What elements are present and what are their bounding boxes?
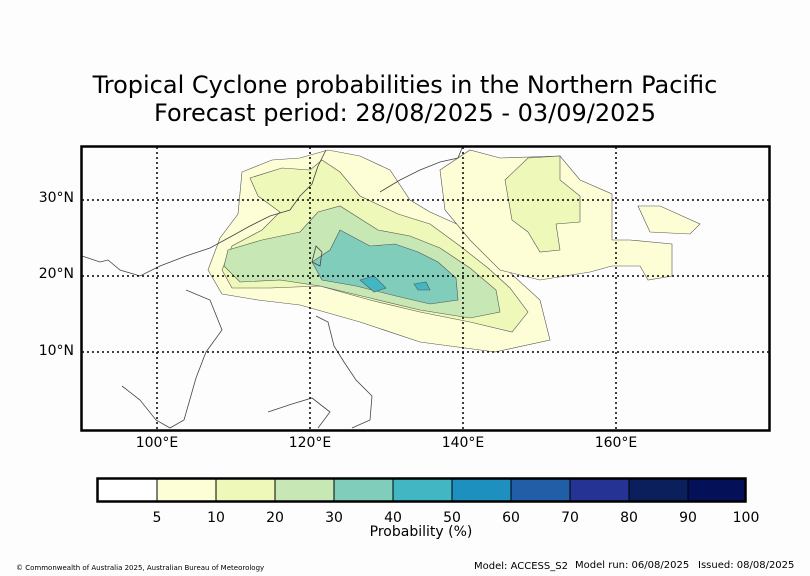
coastline-taiwan <box>311 245 323 267</box>
coastline-indochina <box>169 289 223 429</box>
colorbar-bin <box>97 478 158 502</box>
map-title-line2: Forecast period: 28/08/2025 - 03/09/2025 <box>154 99 656 127</box>
colorbar-frame <box>96 477 747 503</box>
coastlines <box>81 147 463 429</box>
colorbar-tick: 50 <box>443 510 461 526</box>
colorbar-label: Probability (%) <box>369 524 473 540</box>
lat-label-20: 20°N <box>38 266 74 282</box>
contour-5pct-far-east <box>637 205 701 235</box>
colorbar-bin <box>274 478 335 502</box>
issued-date: Issued: 08/08/2025 <box>698 560 795 571</box>
model-run-date: Model run: 06/08/2025 <box>575 560 690 571</box>
colorbar-bin <box>156 478 217 502</box>
colorbar-bin <box>333 478 394 502</box>
coastline-philippines <box>315 315 373 429</box>
model-name: Model: ACCESS_S2 <box>474 561 568 572</box>
colorbar-tick: 30 <box>325 510 343 526</box>
lon-label-100: 100°E <box>135 435 179 451</box>
colorbar-tick: 10 <box>207 510 225 526</box>
copyright-notice: © Commonwealth of Australia 2025, Austra… <box>16 564 265 572</box>
colorbar-bin <box>628 478 689 502</box>
lat-label-10: 10°N <box>38 343 74 359</box>
colorbar <box>96 477 747 503</box>
colorbar-bin <box>215 478 276 502</box>
lat-label-30: 30°N <box>38 190 74 206</box>
colorbar-bin <box>569 478 630 502</box>
probability-contours <box>207 149 701 353</box>
contour-40pct-a <box>359 275 387 293</box>
colorbar-tick: 5 <box>152 510 162 526</box>
contour-40pct-b <box>413 281 431 291</box>
lon-label-160: 160°E <box>594 435 638 451</box>
colorbar-tick: 80 <box>620 510 638 526</box>
lon-label-140: 140°E <box>441 435 485 451</box>
colorbar-tick: 20 <box>266 510 284 526</box>
map-title-line1: Tropical Cyclone probabilities in the No… <box>92 71 718 99</box>
colorbar-bin <box>687 478 746 502</box>
colorbar-tick: 90 <box>679 510 697 526</box>
coastline-borneo <box>267 397 331 429</box>
coastline-japan <box>379 147 463 193</box>
map-frame <box>80 145 771 432</box>
colorbar-bin <box>392 478 453 502</box>
colorbar-bin <box>510 478 571 502</box>
colorbar-tick: 70 <box>561 510 579 526</box>
contour-10pct-east <box>504 155 581 253</box>
colorbar-tick: 100 <box>732 510 760 526</box>
colorbar-tick: 60 <box>502 510 520 526</box>
coastline-mainland-asia <box>81 149 327 277</box>
graticule <box>82 147 769 430</box>
lon-label-120: 120°E <box>288 435 332 451</box>
coastline-malay-peninsula <box>121 385 171 429</box>
colorbar-tick: 40 <box>384 510 402 526</box>
colorbar-bin <box>451 478 512 502</box>
